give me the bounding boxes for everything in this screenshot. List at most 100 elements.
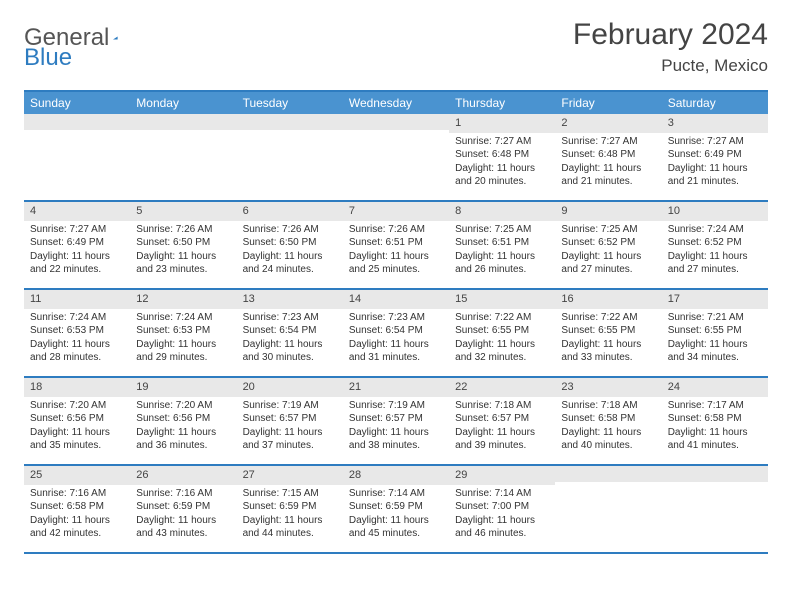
day-data: Sunrise: 7:27 AMSunset: 6:49 PMDaylight:… — [24, 221, 130, 281]
sunset-text: Sunset: 6:56 PM — [136, 412, 230, 426]
day-cell: 6Sunrise: 7:26 AMSunset: 6:50 PMDaylight… — [237, 202, 343, 288]
day-number: 19 — [130, 378, 236, 397]
day-data: Sunrise: 7:19 AMSunset: 6:57 PMDaylight:… — [343, 397, 449, 457]
daylight-text: Daylight: 11 hours and 29 minutes. — [136, 338, 230, 365]
sunset-text: Sunset: 6:56 PM — [30, 412, 124, 426]
sunset-text: Sunset: 6:58 PM — [668, 412, 762, 426]
day-number: 25 — [24, 466, 130, 485]
day-cell: 1Sunrise: 7:27 AMSunset: 6:48 PMDaylight… — [449, 114, 555, 200]
sunrise-text: Sunrise: 7:24 AM — [136, 311, 230, 325]
day-number: 20 — [237, 378, 343, 397]
week-row: 18Sunrise: 7:20 AMSunset: 6:56 PMDayligh… — [24, 378, 768, 466]
day-number: 13 — [237, 290, 343, 309]
day-number: 15 — [449, 290, 555, 309]
day-cell: 29Sunrise: 7:14 AMSunset: 7:00 PMDayligh… — [449, 466, 555, 552]
day-data: Sunrise: 7:22 AMSunset: 6:55 PMDaylight:… — [449, 309, 555, 369]
sunrise-text: Sunrise: 7:23 AM — [243, 311, 337, 325]
sunrise-text: Sunrise: 7:19 AM — [243, 399, 337, 413]
sunrise-text: Sunrise: 7:25 AM — [455, 223, 549, 237]
sunset-text: Sunset: 6:52 PM — [668, 236, 762, 250]
sunset-text: Sunset: 6:50 PM — [243, 236, 337, 250]
day-cell: 23Sunrise: 7:18 AMSunset: 6:58 PMDayligh… — [555, 378, 661, 464]
day-data: Sunrise: 7:27 AMSunset: 6:49 PMDaylight:… — [662, 133, 768, 193]
sunrise-text: Sunrise: 7:20 AM — [30, 399, 124, 413]
daylight-text: Daylight: 11 hours and 42 minutes. — [30, 514, 124, 541]
day-cell: 11Sunrise: 7:24 AMSunset: 6:53 PMDayligh… — [24, 290, 130, 376]
day-number — [555, 466, 661, 482]
daylight-text: Daylight: 11 hours and 39 minutes. — [455, 426, 549, 453]
day-number: 12 — [130, 290, 236, 309]
day-cell: 22Sunrise: 7:18 AMSunset: 6:57 PMDayligh… — [449, 378, 555, 464]
day-cell — [24, 114, 130, 200]
sunset-text: Sunset: 6:59 PM — [136, 500, 230, 514]
day-data: Sunrise: 7:22 AMSunset: 6:55 PMDaylight:… — [555, 309, 661, 369]
dow-monday: Monday — [130, 92, 236, 114]
day-cell: 9Sunrise: 7:25 AMSunset: 6:52 PMDaylight… — [555, 202, 661, 288]
sunset-text: Sunset: 6:49 PM — [668, 148, 762, 162]
day-data: Sunrise: 7:26 AMSunset: 6:51 PMDaylight:… — [343, 221, 449, 281]
day-cell — [555, 466, 661, 552]
daylight-text: Daylight: 11 hours and 35 minutes. — [30, 426, 124, 453]
logo-text-2: Blue — [24, 44, 72, 72]
daylight-text: Daylight: 11 hours and 23 minutes. — [136, 250, 230, 277]
day-cell: 10Sunrise: 7:24 AMSunset: 6:52 PMDayligh… — [662, 202, 768, 288]
sunrise-text: Sunrise: 7:18 AM — [561, 399, 655, 413]
day-data: Sunrise: 7:24 AMSunset: 6:52 PMDaylight:… — [662, 221, 768, 281]
title-block: February 2024 Pucte, Mexico — [573, 18, 768, 76]
sunset-text: Sunset: 6:57 PM — [349, 412, 443, 426]
weeks-container: 1Sunrise: 7:27 AMSunset: 6:48 PMDaylight… — [24, 114, 768, 554]
day-cell: 15Sunrise: 7:22 AMSunset: 6:55 PMDayligh… — [449, 290, 555, 376]
sunrise-text: Sunrise: 7:23 AM — [349, 311, 443, 325]
sunrise-text: Sunrise: 7:22 AM — [561, 311, 655, 325]
day-cell: 12Sunrise: 7:24 AMSunset: 6:53 PMDayligh… — [130, 290, 236, 376]
sunrise-text: Sunrise: 7:22 AM — [455, 311, 549, 325]
day-cell: 28Sunrise: 7:14 AMSunset: 6:59 PMDayligh… — [343, 466, 449, 552]
sunset-text: Sunset: 6:57 PM — [243, 412, 337, 426]
daylight-text: Daylight: 11 hours and 24 minutes. — [243, 250, 337, 277]
sunset-text: Sunset: 6:53 PM — [30, 324, 124, 338]
sunset-text: Sunset: 7:00 PM — [455, 500, 549, 514]
daylight-text: Daylight: 11 hours and 20 minutes. — [455, 162, 549, 189]
daylight-text: Daylight: 11 hours and 25 minutes. — [349, 250, 443, 277]
day-number: 18 — [24, 378, 130, 397]
sunrise-text: Sunrise: 7:24 AM — [668, 223, 762, 237]
day-data: Sunrise: 7:19 AMSunset: 6:57 PMDaylight:… — [237, 397, 343, 457]
day-data: Sunrise: 7:15 AMSunset: 6:59 PMDaylight:… — [237, 485, 343, 545]
sunrise-text: Sunrise: 7:27 AM — [668, 135, 762, 149]
sunrise-text: Sunrise: 7:15 AM — [243, 487, 337, 501]
daylight-text: Daylight: 11 hours and 36 minutes. — [136, 426, 230, 453]
daylight-text: Daylight: 11 hours and 46 minutes. — [455, 514, 549, 541]
daylight-text: Daylight: 11 hours and 22 minutes. — [30, 250, 124, 277]
day-number: 21 — [343, 378, 449, 397]
day-data: Sunrise: 7:14 AMSunset: 6:59 PMDaylight:… — [343, 485, 449, 545]
day-data: Sunrise: 7:25 AMSunset: 6:52 PMDaylight:… — [555, 221, 661, 281]
day-data: Sunrise: 7:27 AMSunset: 6:48 PMDaylight:… — [555, 133, 661, 193]
daylight-text: Daylight: 11 hours and 27 minutes. — [561, 250, 655, 277]
calendar: Sunday Monday Tuesday Wednesday Thursday… — [24, 90, 768, 554]
logo-triangle-icon — [113, 28, 118, 48]
day-data: Sunrise: 7:17 AMSunset: 6:58 PMDaylight:… — [662, 397, 768, 457]
sunrise-text: Sunrise: 7:18 AM — [455, 399, 549, 413]
sunset-text: Sunset: 6:54 PM — [349, 324, 443, 338]
day-number — [343, 114, 449, 130]
daylight-text: Daylight: 11 hours and 40 minutes. — [561, 426, 655, 453]
day-data: Sunrise: 7:27 AMSunset: 6:48 PMDaylight:… — [449, 133, 555, 193]
day-cell — [343, 114, 449, 200]
day-number: 27 — [237, 466, 343, 485]
day-data: Sunrise: 7:23 AMSunset: 6:54 PMDaylight:… — [237, 309, 343, 369]
day-of-week-row: Sunday Monday Tuesday Wednesday Thursday… — [24, 92, 768, 114]
sunrise-text: Sunrise: 7:27 AM — [561, 135, 655, 149]
day-number: 24 — [662, 378, 768, 397]
daylight-text: Daylight: 11 hours and 37 minutes. — [243, 426, 337, 453]
sunrise-text: Sunrise: 7:25 AM — [561, 223, 655, 237]
day-cell: 20Sunrise: 7:19 AMSunset: 6:57 PMDayligh… — [237, 378, 343, 464]
day-data: Sunrise: 7:26 AMSunset: 6:50 PMDaylight:… — [130, 221, 236, 281]
day-number — [130, 114, 236, 130]
day-number: 4 — [24, 202, 130, 221]
daylight-text: Daylight: 11 hours and 28 minutes. — [30, 338, 124, 365]
month-title: February 2024 — [573, 18, 768, 52]
week-row: 4Sunrise: 7:27 AMSunset: 6:49 PMDaylight… — [24, 202, 768, 290]
daylight-text: Daylight: 11 hours and 43 minutes. — [136, 514, 230, 541]
sunset-text: Sunset: 6:55 PM — [561, 324, 655, 338]
day-number — [24, 114, 130, 130]
